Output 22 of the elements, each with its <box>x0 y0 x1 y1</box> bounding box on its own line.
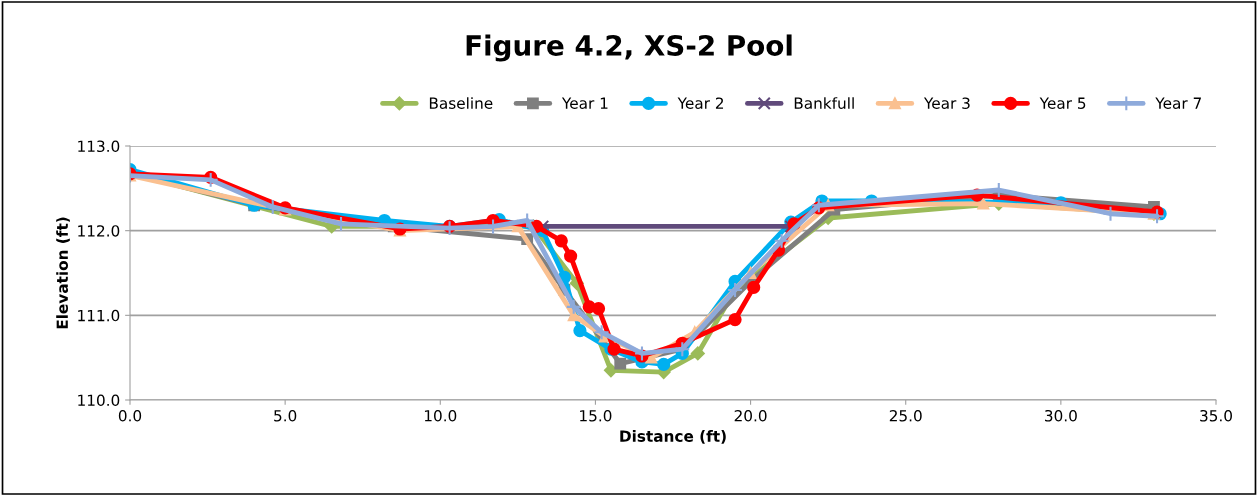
x-axis-title: Distance (ft) <box>620 430 726 444</box>
x-tick-label: 35.0 <box>1200 409 1232 422</box>
y-tick-label: 112.0 <box>78 225 120 237</box>
x-tick-label: 5.0 <box>274 409 297 422</box>
chart-title: Figure 4.2, XS-2 Pool <box>466 34 792 62</box>
legend-label: Baseline <box>429 97 493 109</box>
x-tick-label: 20.0 <box>734 409 767 422</box>
x-tick-label: 10.0 <box>424 409 457 422</box>
x-tick-label: 30.0 <box>1045 409 1077 422</box>
y-tick-label: 110.0 <box>78 394 120 407</box>
x-tick-label: 15.0 <box>580 409 612 422</box>
legend-label: Year 3 <box>923 97 970 109</box>
y-tick-label: 111.0 <box>78 309 120 322</box>
legend-label: Year 1 <box>561 97 608 109</box>
y-tick-label: 113.0 <box>78 140 120 153</box>
x-tick-label: 25.0 <box>889 409 922 422</box>
legend-label: Year 7 <box>1155 97 1201 109</box>
legend-label: Year 5 <box>1039 97 1086 109</box>
y-axis-title: Elevation (ft) <box>56 217 70 329</box>
legend-label: Year 2 <box>677 97 724 109</box>
x-tick-label: 0.0 <box>118 409 142 422</box>
legend-label: Bankfull <box>794 97 854 109</box>
